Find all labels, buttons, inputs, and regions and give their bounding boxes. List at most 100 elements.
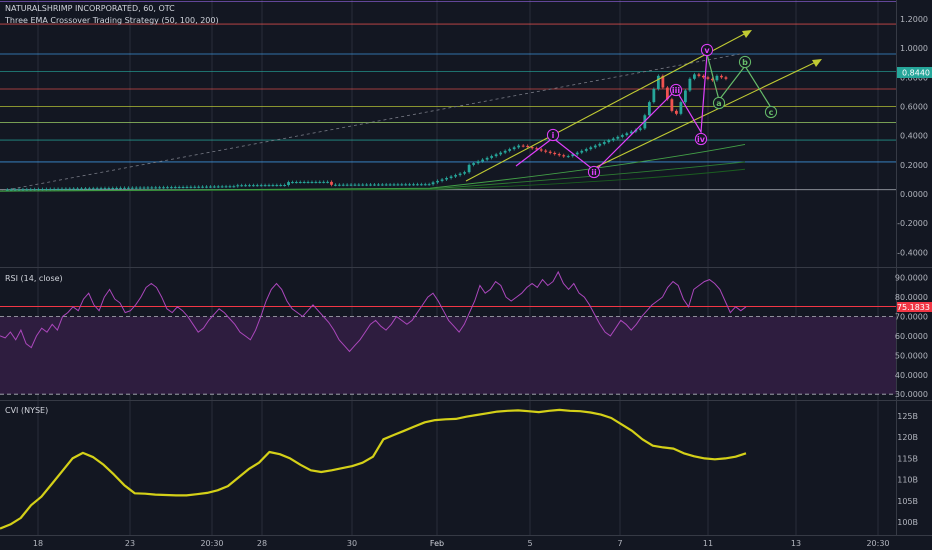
candle-body	[388, 184, 392, 186]
candle-body	[661, 75, 665, 88]
candle-body	[279, 185, 283, 187]
rsi-tick-label: 80.0000	[895, 293, 928, 302]
candle-body	[341, 184, 345, 186]
candle-body	[126, 187, 130, 189]
price-tick-label: 1.2000	[900, 15, 928, 24]
candle-body	[228, 186, 232, 188]
price-tick-label: -0.4000	[897, 248, 928, 257]
candle-body	[5, 189, 9, 191]
wave-label: c	[769, 108, 774, 117]
candle-body	[702, 75, 705, 78]
candle-body	[373, 184, 376, 186]
candle-body	[306, 181, 310, 183]
candle-body	[103, 188, 107, 190]
wave-label: a	[716, 99, 721, 108]
rsi-band	[0, 316, 896, 395]
candle-body	[380, 184, 384, 186]
candle-body	[193, 186, 197, 188]
cvi-pane	[0, 408, 747, 530]
candle-body	[670, 99, 674, 111]
candle-body	[80, 188, 83, 190]
price-badge: 0.8440	[897, 67, 932, 78]
rsi-badge: 75.1833	[897, 302, 932, 312]
candle-body	[197, 186, 201, 188]
wave-label-circle	[738, 55, 752, 69]
candle-body	[72, 188, 76, 190]
candle-body	[423, 184, 427, 186]
cvi-tick-label: 115B	[897, 454, 918, 463]
candle-body	[706, 77, 710, 79]
candle-body	[283, 185, 287, 187]
wave-label-circle	[669, 83, 683, 97]
candle-body	[419, 184, 423, 186]
candle-body	[209, 186, 212, 188]
price-tick-label: -0.2000	[897, 219, 928, 228]
candle-body	[271, 185, 275, 187]
candle-body	[154, 187, 158, 189]
candle-body	[396, 184, 400, 186]
candle-body	[720, 75, 723, 78]
candle-body	[512, 147, 516, 150]
rsi-tick-label: 90.0000	[895, 274, 928, 283]
candle-body	[598, 143, 602, 146]
ema-line	[0, 168, 746, 192]
candle-body	[369, 184, 372, 186]
rsi-title: RSI (14, close)	[5, 274, 63, 283]
candle-body	[404, 184, 408, 186]
candle-body	[490, 156, 494, 158]
candle-body	[427, 184, 431, 186]
candle-body	[166, 187, 169, 189]
time-axis: 18 23 20:30 28 30 Feb 5 7 11 13 20:30	[33, 539, 890, 548]
candle-body	[17, 189, 21, 191]
candle-body	[267, 185, 271, 187]
time-tick-label: Feb	[430, 539, 444, 548]
candle-body	[494, 154, 498, 157]
candle-body	[693, 74, 696, 79]
wave-label-circle	[694, 132, 708, 146]
candle-body	[467, 164, 471, 173]
candle-body	[314, 181, 318, 183]
symbol-title: NATURALSHRIMP INCORPORATED, 60, OTC	[5, 4, 175, 13]
candle-body	[679, 102, 683, 114]
candle-body	[99, 188, 103, 190]
candle-body	[376, 184, 380, 186]
candle-body	[472, 163, 476, 165]
candle-body	[240, 185, 244, 187]
candle-body	[25, 189, 29, 191]
candle-body	[508, 149, 512, 151]
rsi-badge-text: 75.1833	[897, 303, 930, 312]
candle-body	[68, 188, 72, 190]
candle-body	[287, 182, 290, 186]
candle-body	[322, 181, 326, 183]
candle-body	[711, 78, 714, 81]
candle-body	[526, 145, 530, 148]
price-tick-label: 1.0000	[900, 44, 928, 53]
pane-borders	[0, 0, 932, 536]
candle-body	[454, 175, 457, 177]
candle-body	[458, 173, 462, 176]
candle-body	[111, 188, 115, 190]
channel-upper	[465, 31, 749, 182]
candle-body	[29, 189, 33, 191]
candle-body	[177, 187, 181, 189]
time-tick-label: 11	[703, 539, 713, 548]
candle-body	[345, 184, 349, 186]
candle-body	[41, 189, 44, 191]
candle-body	[275, 185, 279, 187]
cvi-tick-label: 125B	[897, 412, 918, 421]
channel-lines	[465, 30, 822, 182]
candle-body	[481, 159, 485, 162]
cvi-axis: 125B 120B 115B 110B 105B 100B	[897, 412, 918, 527]
rsi-tick-label: 30.0000	[895, 390, 928, 399]
candle-body	[87, 188, 91, 190]
candle-body	[665, 87, 669, 100]
candle-body	[544, 150, 548, 152]
candle-body	[476, 161, 480, 164]
candle-body	[60, 188, 64, 190]
candle-body	[431, 182, 435, 185]
candle-body	[107, 188, 111, 190]
candle-body	[349, 184, 353, 186]
candle-body	[326, 181, 329, 183]
candle-body	[463, 172, 467, 174]
